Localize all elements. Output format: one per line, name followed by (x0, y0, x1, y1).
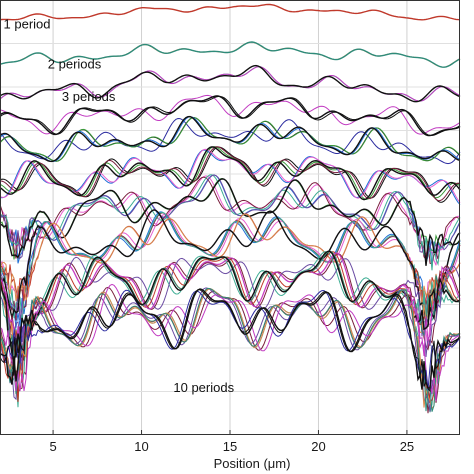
trace-group-4-4 (0, 95, 461, 137)
x-tick-label-2: 15 (223, 439, 237, 454)
annotation-2: 2 periods (48, 56, 102, 71)
trace-group-5-1 (0, 117, 461, 165)
trace-group-3-3 (0, 64, 461, 103)
annotation-1: 1 period (4, 16, 51, 31)
x-tick-label-0: 5 (49, 439, 56, 454)
trace-group-7-7 (0, 178, 461, 266)
annotations: 1 period 2 periods 3 periods 10 periods (4, 16, 235, 395)
trace-group-7-3 (0, 175, 461, 266)
x-tick-label-4: 25 (400, 439, 414, 454)
x-tick-label-1: 10 (134, 439, 148, 454)
trace-group-6-5 (0, 146, 461, 202)
trace-group-10-6 (0, 287, 461, 412)
annotation-3: 3 periods (62, 89, 116, 104)
trace-group-1-1 (0, 3, 461, 21)
trace-group-8-7 (0, 213, 461, 306)
x-tick-label-3: 20 (311, 439, 325, 454)
trace-group-10-10 (0, 288, 461, 390)
trace-group-10-3 (0, 287, 461, 412)
trace-group-9-7 (0, 250, 461, 362)
x-axis-title: Position (μm) (214, 456, 291, 471)
trace-group-5-5 (0, 115, 461, 163)
trace-group-9-9 (0, 250, 461, 362)
traces (0, 3, 461, 414)
trace-group-7-6 (0, 174, 461, 263)
x-axis-ticks: 5 10 15 20 25 (49, 430, 414, 454)
trace-group-9-8 (0, 252, 461, 361)
trace-group-6-6 (0, 146, 461, 201)
annotation-4: 10 periods (173, 380, 234, 395)
trace-group-8-8 (0, 209, 461, 329)
trace-group-2-2 (0, 41, 461, 68)
trace-group-4-1 (0, 94, 461, 135)
